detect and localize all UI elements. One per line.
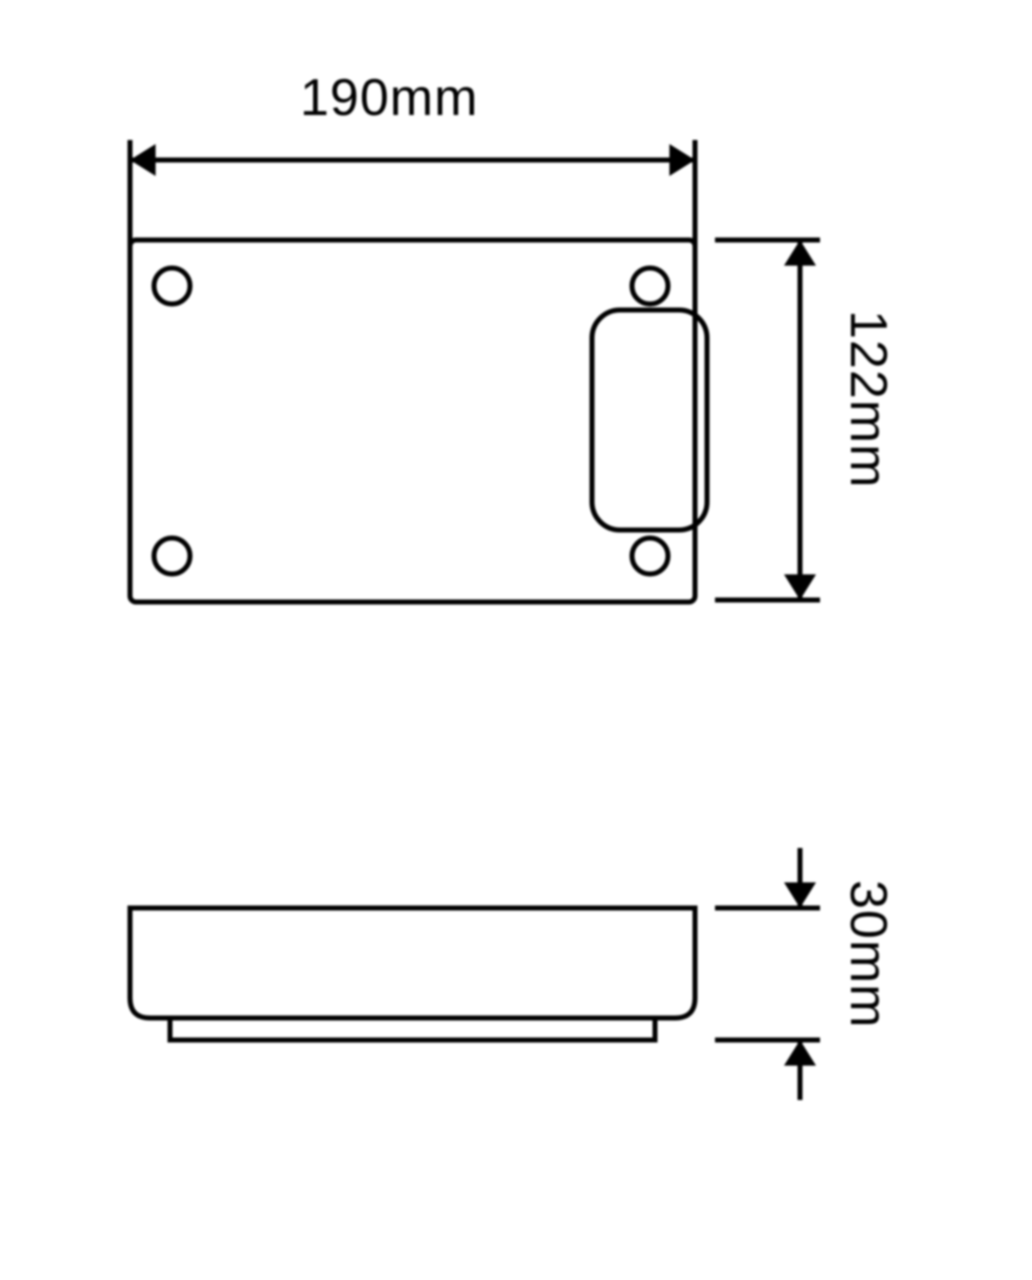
top-view-outline <box>130 240 695 602</box>
side-view-body <box>130 908 695 1018</box>
mounting-hole-1 <box>154 268 190 304</box>
depth-arrow-top <box>784 882 816 908</box>
connector-slot <box>592 310 707 530</box>
mounting-hole-2 <box>632 268 668 304</box>
mounting-hole-3 <box>154 538 190 574</box>
mounting-hole-4 <box>632 538 668 574</box>
side-view-base <box>170 1018 655 1040</box>
width-arrow-right <box>669 144 695 176</box>
drawing-canvas: 190mm 122mm 30mm <box>0 0 1032 1280</box>
height-arrow-top <box>784 240 816 266</box>
drawing-svg <box>0 0 1032 1280</box>
height-arrow-bottom <box>784 574 816 600</box>
depth-arrow-bottom <box>784 1040 816 1066</box>
width-arrow-left <box>130 144 156 176</box>
